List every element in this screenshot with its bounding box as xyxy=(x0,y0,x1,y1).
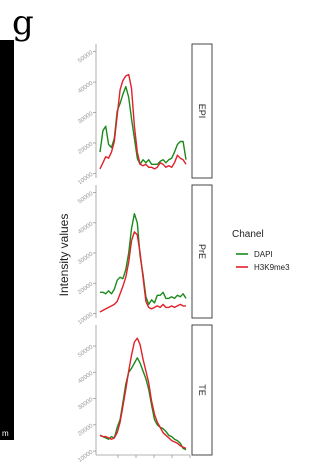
y-tick-label: 10000 xyxy=(77,171,95,186)
y-tick-label: 50000 xyxy=(77,191,95,206)
left-edge-strip xyxy=(0,40,14,440)
legend: Chanel DAPI H3K9me3 xyxy=(232,229,290,272)
edge-fragment-text: m xyxy=(2,429,9,438)
y-axis-label: Intensity values xyxy=(57,214,71,297)
series-line-h3k9me3 xyxy=(99,337,187,450)
legend-label-dapi: DAPI xyxy=(254,250,273,259)
facet-strip xyxy=(191,324,213,456)
y-tick-label: 40000 xyxy=(77,370,95,385)
y-tick-label: 50000 xyxy=(77,50,95,65)
legend-label-h3k9me3: H3K9me3 xyxy=(254,263,290,272)
facet-group: 10000 20000 30000 40000 50000 EPI 10000 20000 30… xyxy=(77,43,213,464)
y-tick-label: 30000 xyxy=(77,111,95,126)
y-tick-label: 30000 xyxy=(77,397,95,412)
y-tick-label: 50000 xyxy=(77,344,95,359)
series-line-h3k9me3 xyxy=(99,73,187,170)
legend-title: Chanel xyxy=(232,229,264,240)
facet-strip xyxy=(191,184,213,319)
y-tick-label: 30000 xyxy=(77,251,95,266)
facet-strip-label: PrE xyxy=(197,244,207,259)
panel-letter: g xyxy=(12,3,34,43)
y-tick-label: 40000 xyxy=(77,221,95,236)
y-tick-label: 20000 xyxy=(77,281,95,296)
y-tick-label: 10000 xyxy=(77,449,95,464)
y-tick-label: 40000 xyxy=(77,80,95,95)
series-line-dapi xyxy=(99,85,187,166)
facet-strip-label: TE xyxy=(197,384,207,396)
y-tick-label: 20000 xyxy=(77,141,95,156)
y-tick-label: 10000 xyxy=(77,311,95,326)
y-tick-label: 20000 xyxy=(77,423,95,438)
series-line-dapi xyxy=(100,212,187,306)
facet-strip-label: EPI xyxy=(197,104,207,119)
series-line-h3k9me3 xyxy=(99,231,186,313)
facet-strip xyxy=(191,43,213,179)
series-line-dapi xyxy=(99,357,187,451)
